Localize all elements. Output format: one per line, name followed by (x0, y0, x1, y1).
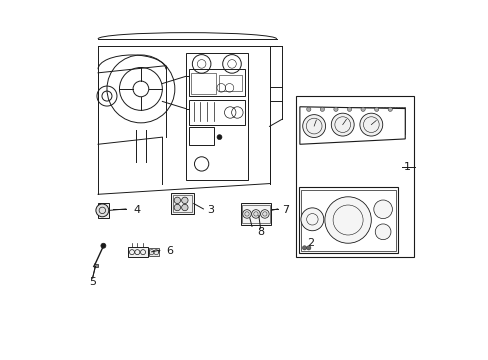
Circle shape (174, 197, 180, 203)
Text: 2: 2 (306, 238, 313, 248)
Bar (148, 248, 159, 256)
Circle shape (359, 113, 382, 136)
Bar (185, 53, 247, 180)
Circle shape (217, 135, 222, 140)
Bar (300, 190, 395, 251)
Circle shape (374, 107, 378, 111)
Bar (218, 75, 242, 91)
Circle shape (260, 210, 268, 218)
Circle shape (242, 210, 251, 218)
Bar (171, 193, 193, 214)
Circle shape (101, 243, 106, 248)
Circle shape (302, 114, 325, 138)
Circle shape (181, 204, 188, 211)
Circle shape (181, 197, 188, 203)
Bar (298, 187, 397, 253)
Bar (296, 96, 413, 257)
Text: 8: 8 (257, 227, 264, 237)
Circle shape (360, 107, 365, 111)
Bar (128, 247, 148, 257)
Text: 3: 3 (206, 205, 214, 215)
Bar (189, 69, 244, 96)
Bar (241, 203, 271, 225)
Circle shape (331, 113, 353, 136)
Circle shape (306, 246, 310, 250)
Circle shape (346, 107, 351, 111)
Circle shape (320, 107, 324, 111)
Circle shape (374, 224, 390, 240)
Polygon shape (299, 107, 405, 144)
Bar (189, 100, 244, 125)
Bar (190, 73, 216, 94)
Circle shape (324, 197, 370, 243)
Circle shape (96, 204, 108, 217)
Circle shape (302, 246, 306, 250)
Bar (173, 195, 192, 212)
Circle shape (174, 204, 180, 211)
Bar (242, 204, 269, 223)
Bar (189, 127, 214, 145)
Circle shape (300, 208, 323, 231)
Text: 1: 1 (403, 162, 410, 172)
Circle shape (306, 107, 310, 111)
Text: 5: 5 (89, 277, 96, 287)
Circle shape (251, 210, 260, 218)
Text: 4: 4 (134, 205, 141, 215)
Text: 7: 7 (282, 205, 288, 215)
Circle shape (333, 107, 337, 111)
Text: 6: 6 (165, 247, 173, 256)
Bar (301, 107, 405, 134)
Bar (98, 203, 109, 217)
Circle shape (373, 200, 391, 219)
Bar (94, 264, 98, 267)
Circle shape (387, 107, 391, 111)
